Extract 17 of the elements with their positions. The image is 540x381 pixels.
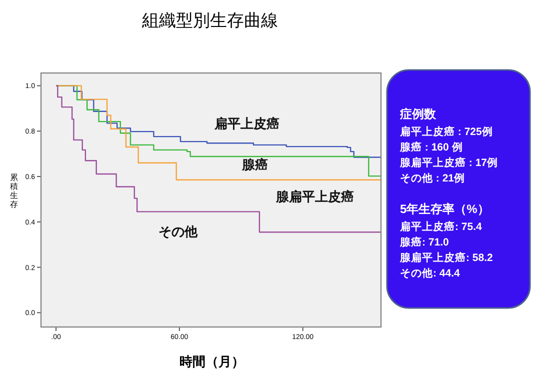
annotation: 扁平上皮癌 <box>214 116 280 131</box>
text: 扁平上皮癌 : 725例 <box>399 125 493 138</box>
text: 5年生存率（%） <box>400 202 490 216</box>
text: その他: 44.4 <box>400 266 460 280</box>
text: 腺扁平上皮癌 : 17例 <box>399 156 498 169</box>
annotation: 腺扁平上皮癌 <box>275 189 354 204</box>
y-axis-title: 累積生存 <box>10 173 18 209</box>
text: その他 : 21例 <box>400 172 466 184</box>
text: 腺癌 : 160 例 <box>399 140 463 154</box>
text: 症例数 <box>399 107 437 121</box>
x-axis-title: 時間（月） <box>180 354 244 369</box>
chart-title: 組織型別生存曲線 <box>141 11 278 30</box>
text: 腺扁平上皮癌: 58.2 <box>399 251 494 264</box>
annotation: その他 <box>158 224 198 239</box>
text: 扁平上皮癌: 75.4 <box>399 220 482 233</box>
text: 腺癌: 71.0 <box>399 236 450 248</box>
annotation: 腺癌 <box>241 157 268 172</box>
